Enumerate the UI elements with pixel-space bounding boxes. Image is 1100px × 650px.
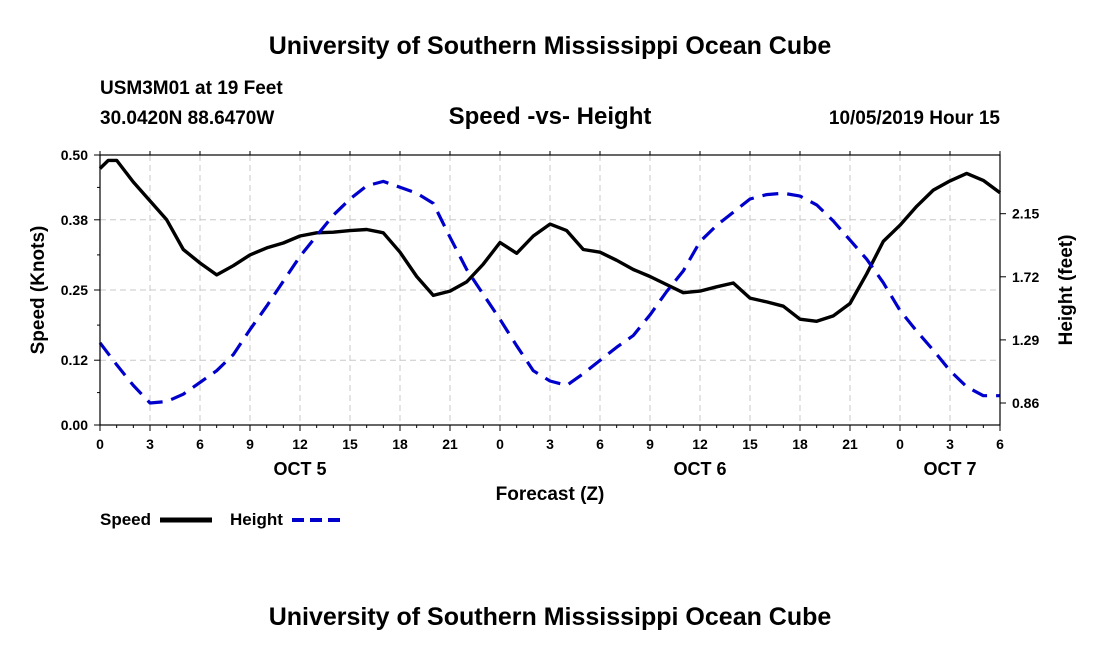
coordinates-label: 30.0420N 88.6470W [100,108,274,129]
y-tick-label: 0.50 [61,147,88,163]
chart-title: Speed -vs- Height [449,103,652,130]
y-axis-label: Speed (Knots) [28,226,49,355]
title-top: University of Southern Mississippi Ocean… [269,32,832,60]
x-tick-label: 12 [692,436,708,452]
y2-tick-label: 1.29 [1012,332,1039,348]
series-speed-line [98,158,1002,323]
axis-ticks: 0 3 6 9 12 15 18 21 0 3 6 9 12 15 18 21 0 3 6 OCT 5 OCT 6 OCT… [61,147,1040,479]
x-tick-label: 18 [392,436,408,452]
station-label: USM3M01 at 19 Feet [100,78,283,99]
x-axis-label: Forecast (Z) [496,484,605,505]
x-tick-label: 15 [342,436,358,452]
y2-tick-label: 0.86 [1012,395,1039,411]
x-tick-label: 3 [146,436,154,452]
x-tick-label: 6 [596,436,604,452]
x-tick-label: 6 [196,436,204,452]
x-tick-label: 3 [946,436,954,452]
x-tick-label: 6 [996,436,1004,452]
x-tick-label: 0 [896,436,904,452]
x-tick-label: 12 [292,436,308,452]
y-tick-label: 0.38 [61,212,88,228]
x-tick-label: 3 [546,436,554,452]
x-tick-label: 15 [742,436,758,452]
x-tick-label: 0 [496,436,504,452]
series-height-line [98,179,1000,405]
y-tick-label: 0.12 [61,352,88,368]
day-label: OCT 7 [923,459,976,479]
x-tick-label: 21 [442,436,458,452]
series-lines [98,158,1002,405]
y-tick-label: 0.00 [61,417,88,433]
x-tick-label: 0 [96,436,104,452]
y2-axis-label: Height (feet) [1056,235,1077,346]
day-label: OCT 6 [673,459,726,479]
y2-tick-label: 1.72 [1012,269,1039,285]
x-tick-label: 9 [646,436,654,452]
legend: Speed Height [100,510,342,529]
x-tick-label: 9 [246,436,254,452]
grid [100,155,1000,425]
forecast-date: 10/05/2019 Hour 15 [829,108,1001,129]
y-tick-label: 0.25 [61,282,88,298]
y2-tick-label: 2.15 [1012,206,1039,222]
legend-height-label: Height [230,510,283,529]
legend-speed-label: Speed [100,510,151,529]
x-tick-label: 18 [792,436,808,452]
title-bottom: University of Southern Mississippi Ocean… [269,603,832,631]
day-label: OCT 5 [273,459,326,479]
plot-frame [99,154,1001,426]
x-tick-label: 21 [842,436,858,452]
